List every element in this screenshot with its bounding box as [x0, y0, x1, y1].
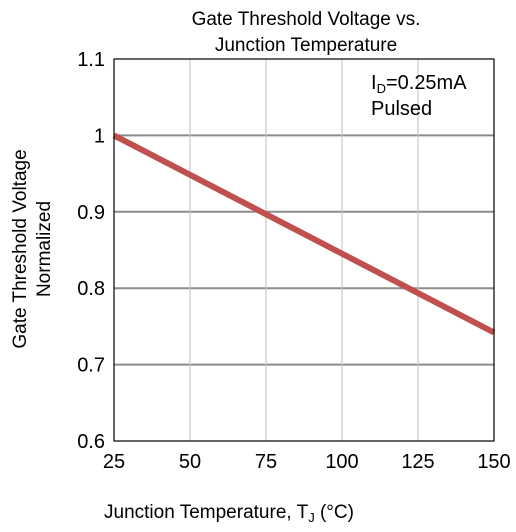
y-tick-label: 1.1: [77, 49, 105, 71]
x-axis-label-main: Junction Temperature, T: [104, 502, 309, 523]
y-axis-label-line-2: Normalized: [34, 201, 55, 297]
x-tick-label: 125: [401, 451, 434, 473]
chart-title-line-2: Junction Temperature: [215, 35, 397, 56]
x-axis-label-suffix: (°C): [315, 502, 354, 523]
x-tick-label: 75: [255, 451, 277, 473]
y-tick-label: 0.7: [77, 355, 105, 377]
annotation-value: =0.25mA: [386, 72, 467, 94]
x-tick-label: 100: [325, 451, 358, 473]
y-tick-label: 0.6: [77, 431, 105, 453]
annotation-symbol: I: [371, 72, 377, 94]
x-tick-label: 25: [103, 451, 125, 473]
y-tick-label: 0.9: [77, 202, 105, 224]
series-layer: [112, 132, 496, 336]
x-axis-label-subscript: J: [308, 510, 315, 525]
grid: [114, 59, 494, 441]
annotation-condition: ID=0.25mA: [371, 72, 467, 96]
annotation-subscript: D: [377, 81, 386, 96]
y-tick-label: 0.8: [77, 278, 105, 300]
y-tick-label: 1: [94, 125, 105, 147]
y-axis-label-line-1: Gate Threshold Voltage: [10, 149, 31, 348]
x-tick-label: 150: [477, 451, 510, 473]
tick-labels: 0.6 0.7 0.8 0.9 1 1.1 25 50 75 100 125 150: [77, 49, 511, 473]
chart-title-line-1: Gate Threshold Voltage vs.: [192, 9, 421, 30]
x-axis-label: Junction Temperature, TJ (°C): [104, 502, 354, 525]
x-tick-label: 50: [179, 451, 201, 473]
annotation-pulsed: Pulsed: [371, 98, 432, 120]
series-line: [112, 132, 496, 336]
plot-area-frame: [113, 58, 495, 442]
